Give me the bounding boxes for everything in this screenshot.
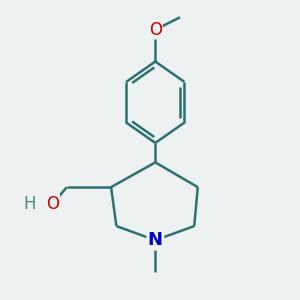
Text: O: O xyxy=(149,21,162,39)
Text: H: H xyxy=(23,195,36,213)
Text: O: O xyxy=(46,195,59,213)
Text: N: N xyxy=(148,231,163,249)
